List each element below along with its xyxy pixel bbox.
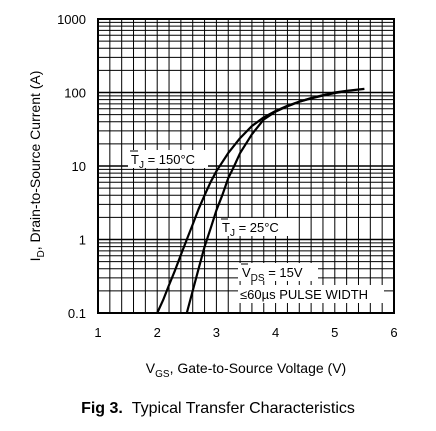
annotation-tj25: TJ = 25°C — [218, 218, 290, 239]
series-lines — [156, 87, 365, 314]
x-axis-label: VGS, Gate-to-Source Voltage (V) — [146, 360, 346, 380]
x-tick-label: 4 — [272, 325, 279, 340]
transfer-characteristics-chart: 0.1 1 10 100 1000 1 2 3 4 5 6 TJ = 150°C TJ = 25°… — [27, 12, 398, 380]
x-tick-labels: 1 2 3 4 5 6 — [94, 325, 397, 340]
plot-frame — [97, 18, 395, 314]
y-tick-label: 0.1 — [68, 306, 86, 321]
svg-text:≤60µs PULSE WIDTH: ≤60µs PULSE WIDTH — [240, 287, 368, 302]
y-tick-labels: 0.1 1 10 100 1000 — [57, 12, 86, 321]
y-tick-label: 1000 — [57, 12, 86, 27]
y-tick-label: 10 — [72, 159, 86, 174]
figure-caption: Fig 3. Typical Transfer Characteristics — [0, 400, 436, 418]
annotation-vds: VDS = 15V — [238, 263, 318, 284]
x-tick-label: 3 — [213, 325, 220, 340]
y-tick-label: 100 — [64, 86, 86, 101]
x-tick-label: 5 — [331, 325, 338, 340]
figure-title: Typical Transfer Characteristics — [131, 400, 355, 417]
x-tick-label: 2 — [154, 325, 161, 340]
svg-text:TJ = 150°C: TJ = 150°C — [131, 152, 195, 171]
svg-text:TJ = 25°C: TJ = 25°C — [222, 220, 279, 239]
y-tick-label: 1 — [79, 233, 86, 248]
figure-number: Fig 3. — [81, 400, 123, 417]
annotation-pulse-width: ≤60µs PULSE WIDTH — [238, 285, 384, 303]
x-tick-label: 6 — [390, 325, 397, 340]
annotation-tj150: TJ = 150°C — [128, 150, 208, 171]
svg-text:VDS = 15V: VDS = 15V — [242, 265, 303, 284]
series-line-tj-25c — [185, 87, 365, 314]
x-tick-label: 1 — [94, 325, 101, 340]
y-axis-label: ID, Drain-to-Source Current (A) — [27, 71, 47, 262]
